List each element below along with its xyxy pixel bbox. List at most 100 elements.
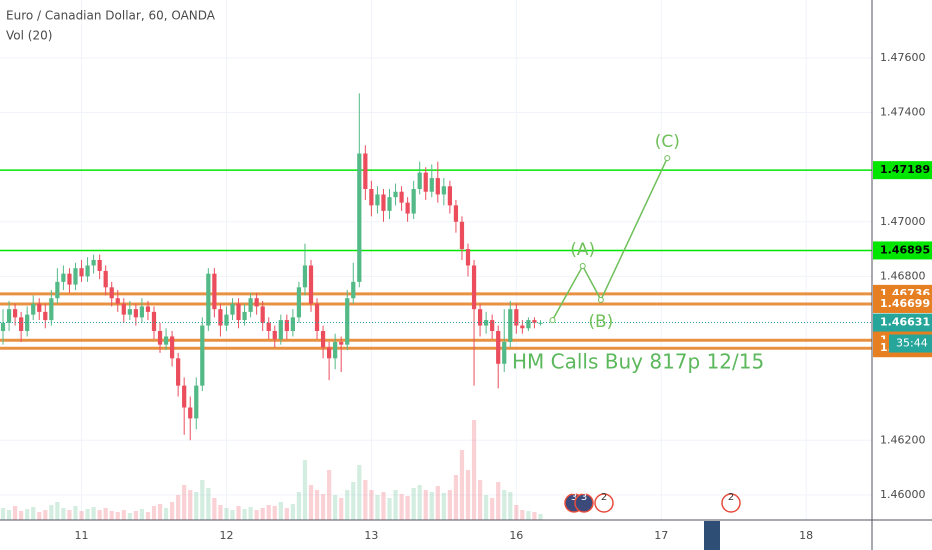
volume-bar [296,492,302,520]
candle-body [224,314,229,326]
volume-bar [514,505,519,520]
candle-body [320,331,326,348]
candle-body [278,320,283,340]
candle-body [145,306,151,312]
candle-body [290,317,295,332]
candle-body [333,341,338,359]
y-tick-label: 1.47000 [880,215,926,228]
volume-bar [25,509,30,520]
volume-pane [0,420,543,520]
candle-body [296,287,302,318]
candle-body [151,311,157,332]
candle-body [182,385,187,408]
volume-bar [19,511,24,520]
candle-body [19,317,24,332]
volume-bar [387,498,392,520]
volume-bar [182,485,187,520]
candle-body [133,309,138,318]
candle-body [115,298,120,304]
volume-bar [12,506,18,520]
countdown-box [889,334,932,353]
candle-body [375,194,380,206]
candle-body [538,322,543,324]
volume-bar [194,492,199,520]
volume-bar [254,510,259,520]
candle-body [242,311,247,321]
volume-bar [393,490,398,520]
candle-body [508,309,513,342]
candle-body [109,287,114,299]
volume-bar [363,480,368,520]
x-tick-label: 17 [654,529,668,542]
volume-bar [471,420,477,520]
candle-body [284,320,289,332]
level-price-box [873,161,932,180]
candle-body [502,341,507,364]
volume-bar [85,509,90,520]
volume-bar [459,450,465,520]
candle-body [248,298,253,312]
candle-body [0,322,6,332]
candle-body [405,202,410,214]
indicator-label: Vol (20) [6,29,52,43]
x-tick-label: 18 [799,529,813,542]
volume-bar [145,512,151,520]
volume-bar [520,510,525,520]
volume-bar [200,480,205,520]
candle-body [6,309,12,323]
volume-bar [242,509,247,520]
y-tick-label: 1.46200 [880,433,926,446]
volume-bar [284,508,289,520]
candle-body [55,281,60,299]
candle-body [532,320,537,323]
volume-bar [55,502,60,520]
volume-bar [405,496,410,520]
volume-bar [49,505,54,520]
volume-bar [429,492,434,520]
candle-body [447,186,453,206]
candle-body [218,309,223,326]
candle-body [254,298,259,307]
y-tick-label: 1.46000 [880,488,926,501]
volume-bar [266,505,271,520]
volume-bar [441,493,446,520]
candle-body [496,331,501,364]
candle-body [429,178,434,192]
candle-body [139,306,145,318]
countdown-label: 35:44 [896,337,928,350]
volume-bar [496,482,501,520]
volume-bar [375,495,380,520]
volume-bar [417,485,422,520]
volume-bar [43,510,48,520]
volume-bar [169,502,175,520]
volume-bar [115,512,120,520]
candle-body [490,320,495,332]
wave-projection [551,157,668,321]
event-badge-label: 3 [571,492,577,503]
wave-point [549,317,556,324]
candle-body [103,270,108,288]
volume-bar [465,470,471,520]
candle-body [127,309,132,315]
volume-bar [411,488,416,520]
volume-bar [532,512,537,520]
candle-body [121,303,126,315]
candle-body [236,303,241,321]
candle-body [97,260,102,271]
candle-body [471,265,477,310]
event-badge-label: 3 [581,492,587,503]
candle-body [302,265,308,288]
candle-body [49,298,54,321]
volume-bar [381,492,386,520]
candle-body [381,194,386,211]
candle-body [327,347,332,359]
event-badge-label: 2 [601,492,607,503]
candle-body [314,303,320,332]
volume-bar [248,507,253,520]
volume-bar [272,506,277,520]
candle-body [339,341,344,345]
candle-body [441,186,446,195]
volume-bar [157,504,163,520]
volume-bar [369,490,374,520]
